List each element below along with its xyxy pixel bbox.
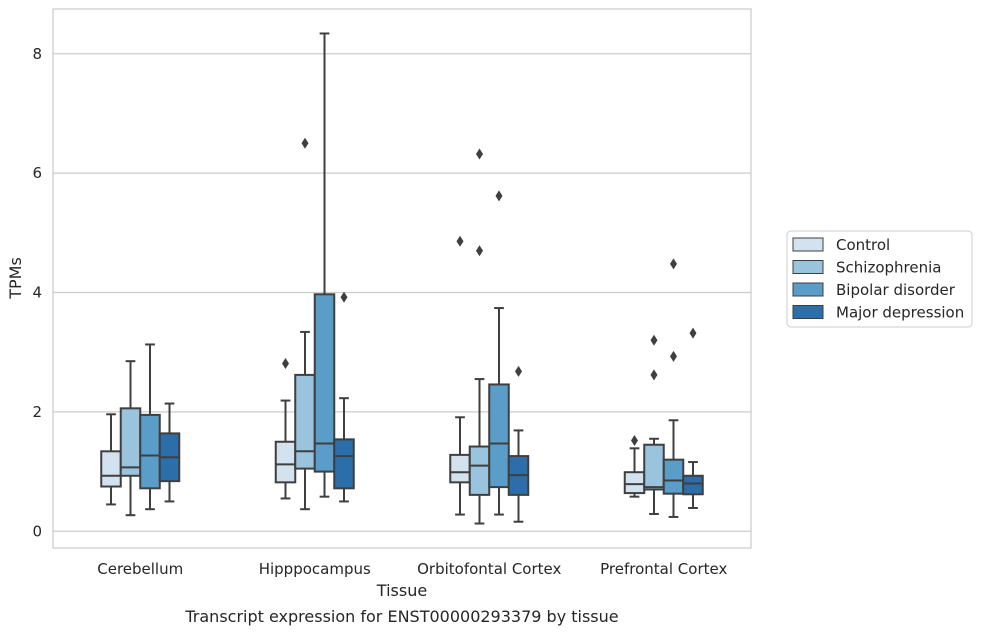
box-bipolar-disorder bbox=[662, 258, 685, 518]
y-tick-labels: 0 2 4 6 8 bbox=[32, 45, 42, 541]
outlier-point bbox=[515, 365, 522, 377]
box-major-depression bbox=[507, 365, 530, 523]
outlier-point bbox=[670, 258, 677, 270]
outlier-point bbox=[282, 358, 289, 370]
box-major-depression bbox=[158, 402, 181, 503]
y-tick-label: 4 bbox=[32, 284, 42, 302]
box-iqr bbox=[100, 450, 122, 488]
legend-label: Major depression bbox=[836, 304, 964, 322]
box-schizophrenia bbox=[119, 360, 142, 517]
box-iqr bbox=[449, 453, 471, 484]
chart-caption: Transcript expression for ENST0000029337… bbox=[184, 607, 618, 626]
outlier-point bbox=[476, 148, 483, 160]
y-tick-label: 0 bbox=[32, 522, 42, 540]
x-tick-label: Cerebellum bbox=[97, 560, 183, 578]
y-tick-label: 6 bbox=[32, 164, 42, 182]
box-control bbox=[100, 413, 122, 506]
box-iqr bbox=[468, 445, 491, 496]
box-schizophrenia bbox=[294, 137, 316, 511]
box-iqr bbox=[274, 440, 297, 484]
box-schizophrenia bbox=[468, 148, 491, 525]
legend-label: Schizophrenia bbox=[836, 259, 941, 277]
box-major-depression bbox=[682, 327, 704, 510]
legend-swatch bbox=[792, 282, 824, 297]
outlier-point bbox=[670, 350, 677, 362]
outlier-point bbox=[650, 334, 658, 346]
x-tick-label: Hipppocampus bbox=[259, 560, 371, 578]
x-axis-label: Tissue bbox=[376, 581, 427, 600]
plot-marks bbox=[100, 32, 704, 525]
legend-swatch bbox=[792, 260, 824, 274]
legend-frame bbox=[786, 230, 973, 328]
outlier-point bbox=[631, 435, 638, 447]
x-tick-labels: Cerebellum Hipppocampus Orbitofontal Corte… bbox=[97, 560, 727, 578]
box-control bbox=[274, 358, 297, 500]
box-control bbox=[623, 435, 646, 498]
outlier-point bbox=[301, 137, 309, 149]
box-bipolar-disorder bbox=[139, 343, 161, 511]
box-iqr bbox=[294, 373, 316, 470]
legend: Control Schizophrenia Bipolar disorder Majo… bbox=[786, 230, 973, 328]
box-major-depression bbox=[333, 291, 355, 503]
outlier-point bbox=[476, 245, 483, 257]
outlier-point bbox=[456, 235, 464, 247]
legend-label: Bipolar disorder bbox=[836, 281, 956, 299]
legend-swatch bbox=[792, 237, 824, 252]
box-control bbox=[449, 235, 471, 516]
outlier-point bbox=[689, 327, 697, 339]
box-schizophrenia bbox=[643, 334, 665, 515]
box-bipolar-disorder bbox=[488, 190, 510, 516]
outlier-point bbox=[340, 291, 348, 303]
legend-swatch bbox=[792, 305, 824, 319]
box-iqr bbox=[119, 407, 142, 477]
y-tick-label: 8 bbox=[32, 45, 42, 63]
box-iqr bbox=[662, 458, 685, 495]
x-tick-label: Prefrontal Cortex bbox=[600, 560, 727, 578]
box-iqr bbox=[682, 474, 704, 496]
box-bipolar-disorder bbox=[313, 32, 336, 498]
outlier-point bbox=[650, 369, 658, 381]
box-iqr bbox=[313, 293, 336, 473]
outlier-point bbox=[495, 190, 503, 202]
legend-label: Control bbox=[836, 236, 890, 254]
y-tick-label: 2 bbox=[32, 403, 42, 421]
x-tick-label: Orbitofontal Cortex bbox=[417, 560, 561, 578]
y-axis-label: TPMs bbox=[6, 257, 25, 300]
box-iqr bbox=[623, 471, 646, 495]
box-iqr bbox=[488, 383, 510, 489]
box-iqr bbox=[139, 413, 161, 490]
plot-frame bbox=[52, 8, 752, 549]
box-iqr bbox=[643, 443, 665, 491]
box-iqr bbox=[333, 438, 355, 490]
